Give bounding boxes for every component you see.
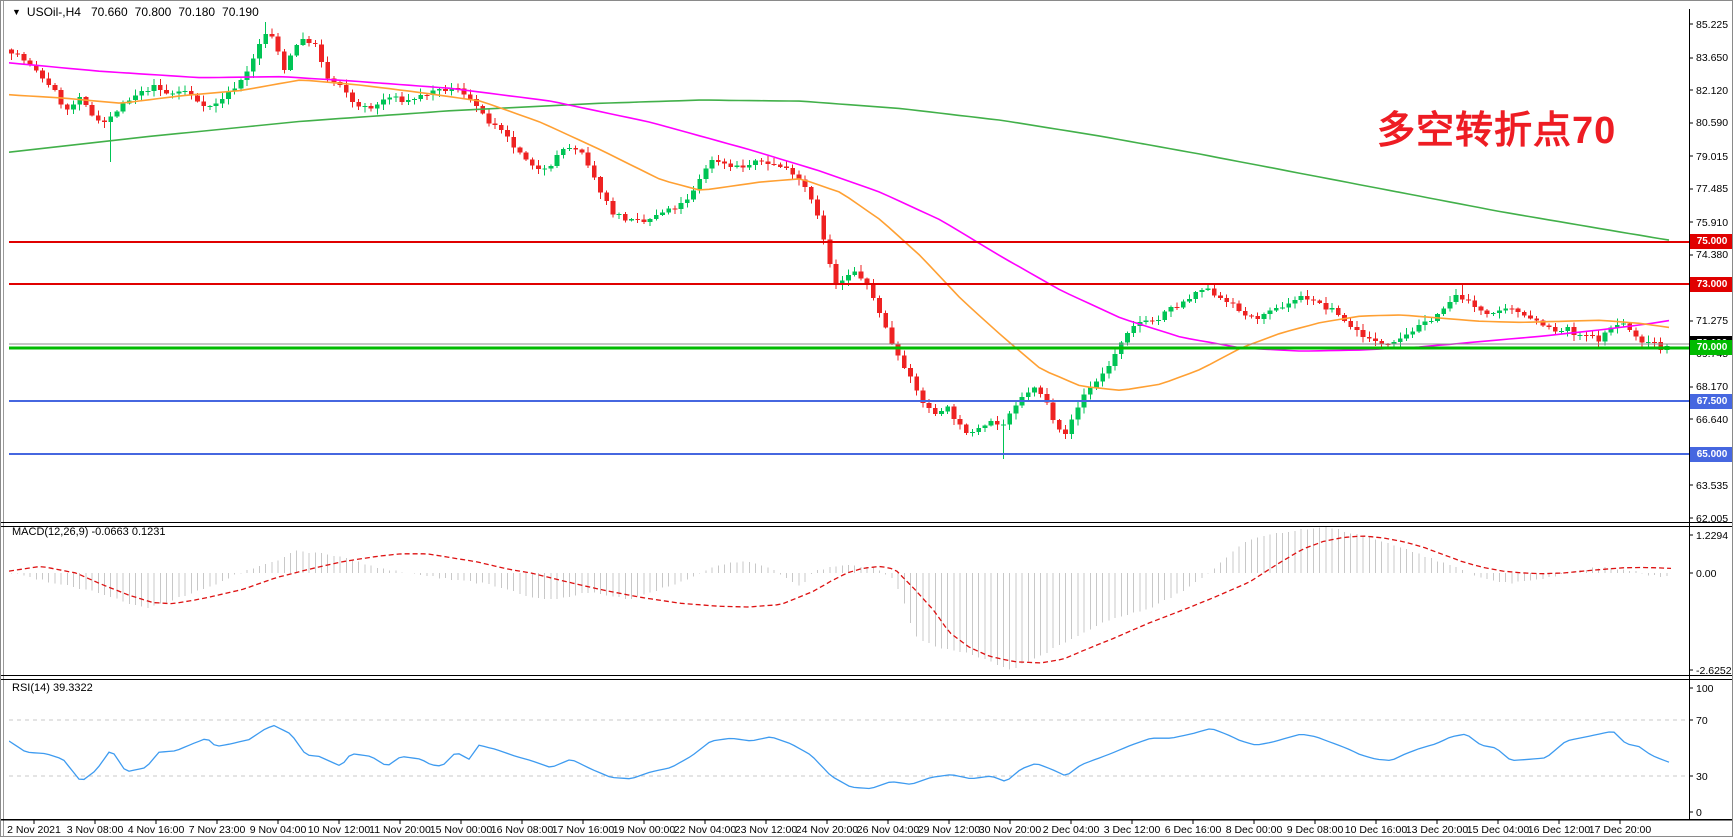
level-badge-65.000: 65.000 [1690, 447, 1732, 462]
date-axis-label: 29 Nov 12:00 [918, 824, 981, 836]
price-axis-label: 80.590 [1696, 117, 1728, 129]
ohlc-close: 70.190 [222, 5, 259, 19]
collapse-chart-icon[interactable]: ▼ [12, 7, 21, 17]
price-axis-label: 71.275 [1696, 315, 1728, 327]
rsi-axis-label: 70 [1696, 715, 1708, 727]
date-axis-label: 22 Nov 04:00 [674, 824, 737, 836]
date-axis-label: 9 Dec 08:00 [1287, 824, 1344, 836]
macd-histogram-layer [11, 527, 1668, 670]
price-axis-label: 77.485 [1696, 183, 1728, 195]
date-axis-label: 3 Nov 08:00 [67, 824, 124, 836]
panel-splitter-rsi[interactable] [1, 673, 1732, 682]
date-axis-label: 8 Dec 00:00 [1226, 824, 1283, 836]
rsi-panel [9, 719, 1689, 790]
panel-splitter-macd[interactable] [1, 518, 1732, 527]
ohlc-low: 70.180 [178, 5, 216, 19]
candles-layer [9, 22, 1670, 459]
price-panel [9, 22, 1689, 459]
date-axis-label: 16 Dec 12:00 [1528, 824, 1591, 836]
date-axis-label: 16 Nov 08:00 [491, 824, 554, 836]
date-axis-label: 2 Nov 2021 [7, 824, 61, 836]
date-axis-label: 26 Nov 04:00 [857, 824, 920, 836]
symbol-timeframe-label: USOil-,H4 [26, 5, 81, 19]
price-axis-label: 79.015 [1696, 151, 1728, 163]
date-axis-label: 17 Dec 20:00 [1589, 824, 1652, 836]
macd-indicator-label: MACD(12,26,9) -0.0663 0.1231 [12, 526, 166, 538]
price-axis-label: 83.650 [1696, 52, 1728, 64]
date-axis-label: 11 Nov 20:00 [369, 824, 431, 836]
annotation-text: 多空转折点70 [1377, 110, 1617, 152]
level-lines-layer [9, 241, 1689, 455]
chart-header: ▼ USOil-,H4 70.660 70.800 70.180 70.190 [12, 5, 266, 19]
date-axis-label: 15 Dec 04:00 [1467, 824, 1530, 836]
rsi-indicator-label: RSI(14) 39.3322 [12, 682, 93, 694]
level-badge-70.000: 70.000 [1690, 340, 1732, 355]
date-axis-label: 30 Nov 20:00 [979, 824, 1042, 836]
date-axis-label: 9 Nov 04:00 [250, 824, 307, 836]
rsi-axis-label: 100 [1696, 683, 1714, 695]
price-axis-label: 63.535 [1696, 480, 1728, 492]
date-axis-label: 6 Dec 16:00 [1165, 824, 1222, 836]
date-axis-label: 24 Nov 20:00 [796, 824, 859, 836]
macd-panel [9, 527, 1672, 670]
price-axis-label: 66.640 [1696, 414, 1728, 426]
price-axis-label: 62.005 [1696, 513, 1728, 525]
date-axis-label: 23 Nov 12:00 [735, 824, 798, 836]
axes-labels-layer: 85.225 83.650 82.120 80.590 79.015 77.485 75.9… [7, 19, 1732, 836]
window-left-border [3, 1, 6, 836]
price-axis-label: 82.120 [1696, 85, 1728, 97]
date-axis-label: 19 Nov 00:00 [613, 824, 676, 836]
level-badge-67.500: 67.500 [1690, 394, 1732, 409]
rsi-axis-label: 30 [1696, 771, 1708, 783]
date-axis-label: 3 Dec 12:00 [1104, 824, 1161, 836]
macd-axis-label: 1.2294 [1696, 530, 1728, 542]
macd-axis-label: 0.00 [1696, 568, 1717, 580]
price-axis-label: 85.225 [1696, 19, 1728, 31]
date-axis-label: 15 Nov 00:00 [430, 824, 493, 836]
level-badge-73.000: 73.000 [1690, 277, 1732, 292]
rsi-axis-label: 0 [1696, 807, 1702, 819]
macd-axis-label: -2.6252 [1696, 665, 1732, 677]
date-axis-label: 10 Dec 16:00 [1345, 824, 1408, 836]
date-axis-label: 4 Nov 16:00 [128, 824, 185, 836]
date-axis-label: 17 Nov 16:00 [552, 824, 615, 836]
date-axis-label: 10 Nov 12:00 [308, 824, 371, 836]
date-axis-label: 13 Dec 20:00 [1406, 824, 1469, 836]
ohlc-open: 70.660 [90, 5, 128, 19]
ohlc-high: 70.800 [134, 5, 172, 19]
level-badge-75.000: 75.000 [1690, 234, 1732, 249]
date-axis-label: 2 Dec 04:00 [1043, 824, 1100, 836]
date-axis-label: 7 Nov 23:00 [189, 824, 246, 836]
price-axis-label: 68.170 [1696, 381, 1728, 393]
price-axis-label: 75.910 [1696, 217, 1728, 229]
borders-layer [1, 9, 1732, 821]
price-axis-label: 74.380 [1696, 249, 1728, 261]
